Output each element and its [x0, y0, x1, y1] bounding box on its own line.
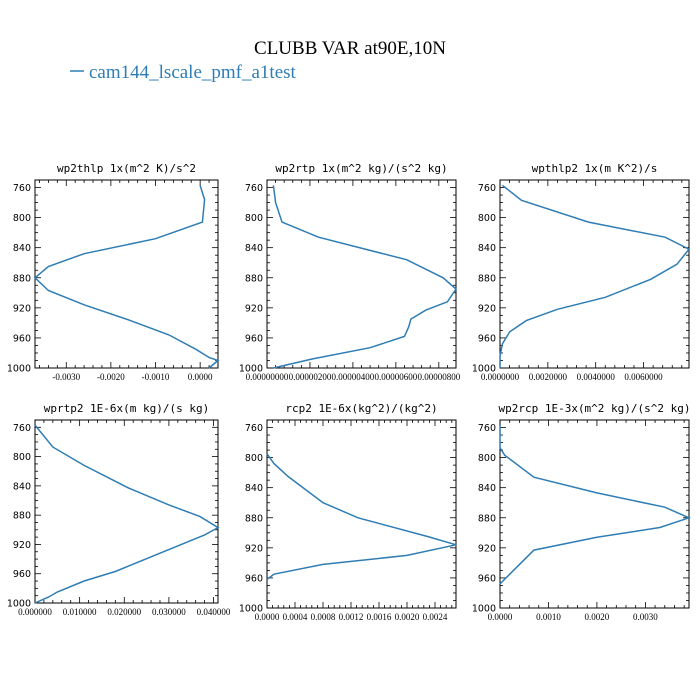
ytick-label: 960 [245, 573, 263, 584]
ytick-label: 960 [478, 573, 496, 584]
xtick-label: 0.00000800 [417, 372, 460, 382]
xtick-label: 0.0024 [423, 612, 448, 622]
ytick-label: 760 [245, 423, 263, 434]
ytick-label: 800 [478, 213, 496, 224]
ytick-label: 960 [13, 569, 31, 580]
ytick-label: 840 [478, 243, 496, 254]
ytick-label: 920 [245, 543, 263, 554]
xtick-label: 0.0060000 [624, 372, 663, 382]
panel-title: wpthlp2 1x(m K^2)/s [532, 162, 658, 175]
panels: wp2thlp 1x(m^2 K)/s^2 760 800 840 880 920 960 1… [7, 162, 692, 622]
xtick-label: 0.040000 [197, 607, 231, 617]
xtick-label: 0.0020 [585, 612, 610, 622]
xtick-label: 0.0020 [395, 612, 420, 622]
xtick-label: 0.010000 [63, 607, 97, 617]
panel-6: wp2rcp 1E-3x(m^2 kg)/(s^2 kg)760 800 840 88… [472, 402, 692, 622]
xtick-label: 0.0020000 [529, 372, 568, 382]
xtick-label: 0.00000200 [289, 372, 332, 382]
plot-frame [34, 179, 219, 369]
ytick-label: 840 [13, 243, 31, 254]
panel-4: wprtp2 1E-6x(m kg)/(s kg) 760 800 840 880 920… [7, 402, 231, 617]
ytick-label: 840 [245, 483, 263, 494]
xtick-label: 0.020000 [107, 607, 141, 617]
panel-title: wprtp2 1E-6x(m kg)/(s kg) [44, 402, 210, 415]
panel-2: wp2rtp 1x(m^2 kg)/(s^2 kg) 760 800 840 880 92… [239, 162, 461, 382]
ytick-label: 880 [13, 273, 31, 284]
ytick-label: 1000 [7, 364, 31, 375]
xtick-label: -0.0020 [97, 372, 125, 382]
ytick-label: 880 [478, 273, 496, 284]
xtick-label: 0.0010 [536, 612, 561, 622]
ytick-label: 920 [478, 303, 496, 314]
ytick-label: 760 [13, 423, 31, 434]
ytick-label: 1000 [239, 364, 263, 375]
ytick-label: 880 [245, 513, 263, 524]
plot-frame [266, 419, 457, 609]
xtick-label: -0.0010 [142, 372, 170, 382]
xtick-label: 0.000000 [18, 607, 52, 617]
ytick-label: 760 [13, 183, 31, 194]
ytick-label: 760 [478, 423, 496, 434]
xtick-label: 0.0030 [633, 612, 658, 622]
xtick-label: 0.0016 [367, 612, 392, 622]
xtick-label: -0.0030 [52, 372, 80, 382]
ytick-label: 920 [245, 303, 263, 314]
xtick-label: 0.0008 [311, 612, 336, 622]
series-line [33, 185, 220, 369]
ytick-label: 1000 [239, 604, 263, 615]
ytick-label: 760 [245, 183, 263, 194]
ytick-label: 960 [478, 333, 496, 344]
panel-3: wpthlp2 1x(m K^2)/s 760 800 840 880 920 960 100… [472, 162, 691, 382]
plot-frame [499, 419, 690, 609]
figure-title: CLUBB VAR at90E,10N [254, 38, 446, 59]
xtick-label: 0.0000000 [481, 372, 520, 382]
ytick-label: 960 [13, 333, 31, 344]
xtick-label: 0.0012 [339, 612, 364, 622]
xtick-label: 0.030000 [152, 607, 186, 617]
panel-title: wp2thlp 1x(m^2 K)/s^2 [57, 162, 196, 175]
ytick-label: 960 [245, 333, 263, 344]
ytick-label: 920 [13, 303, 31, 314]
ytick-label: 880 [245, 273, 263, 284]
ytick-label: 1000 [472, 364, 496, 375]
ytick-label: 840 [245, 243, 263, 254]
ytick-label: 880 [478, 513, 496, 524]
ytick-label: 840 [478, 483, 496, 494]
series-line [266, 453, 457, 581]
legend-label: cam144_lscale_pmf_a1test [89, 62, 297, 83]
xtick-label: 0.00000400 [332, 372, 375, 382]
xtick-label: 0.00000600 [374, 372, 417, 382]
series-line [499, 425, 692, 585]
xtick-label: 0.0040000 [577, 372, 616, 382]
panel-title: rcp2 1E-6x(kg^2)/(kg^2) [285, 402, 437, 415]
ytick-label: 880 [13, 511, 31, 522]
plot-frame [499, 179, 690, 369]
panel-5: rcp2 1E-6x(kg^2)/(kg^2) 760 800 840 880 920 96… [239, 402, 457, 622]
ytick-label: 760 [478, 183, 496, 194]
panel-title: wp2rtp 1x(m^2 kg)/(s^2 kg) [275, 162, 447, 175]
panel-1: wp2thlp 1x(m^2 K)/s^2 760 800 840 880 920 960 1… [7, 162, 220, 382]
series-line [499, 184, 691, 368]
series-line [272, 185, 457, 369]
xtick-label: 0.0004 [283, 612, 308, 622]
plot-frame [34, 419, 219, 604]
ytick-label: 920 [478, 543, 496, 554]
ytick-label: 920 [13, 540, 31, 551]
ytick-label: 840 [13, 481, 31, 492]
xtick-label: 0.0000 [188, 372, 213, 382]
ytick-label: 800 [245, 453, 263, 464]
ytick-label: 800 [13, 213, 31, 224]
panel-title: wp2rcp 1E-3x(m^2 kg)/(s^2 kg) [498, 402, 690, 415]
ytick-label: 800 [13, 452, 31, 463]
ytick-label: 1000 [7, 599, 31, 610]
ytick-label: 800 [245, 213, 263, 224]
xtick-label: 0.0000 [255, 612, 280, 622]
xtick-label: 0.00000000 [246, 372, 289, 382]
xtick-label: 0.0000 [488, 612, 513, 622]
ytick-label: 1000 [472, 604, 496, 615]
ytick-label: 800 [478, 453, 496, 464]
series-line [34, 424, 220, 604]
